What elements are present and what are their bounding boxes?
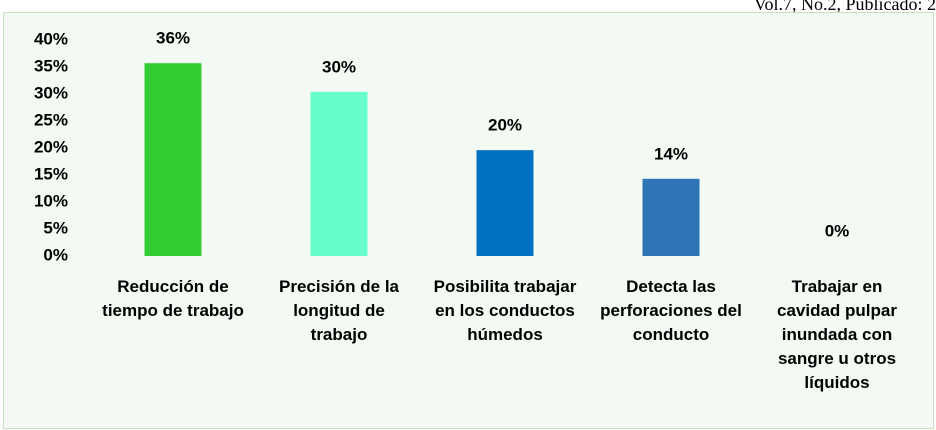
- y-tick-label: 5%: [43, 218, 68, 237]
- bar: [476, 150, 534, 256]
- value-label: 20%: [488, 116, 522, 135]
- y-tick-label: 25%: [34, 110, 68, 129]
- value-label: 14%: [654, 144, 688, 163]
- bar: [642, 178, 700, 256]
- y-tick-label: 40%: [34, 29, 68, 48]
- x-tick-label: Detecta las perforaciones del conducto: [600, 277, 742, 344]
- bar: [144, 63, 202, 256]
- y-tick-label: 20%: [34, 137, 68, 156]
- header-text: Vol.7, No.2, Publicado: 2: [753, 0, 936, 14]
- y-tick-label: 0%: [43, 245, 68, 264]
- y-tick-label: 15%: [34, 164, 68, 183]
- y-tick-label: 35%: [34, 56, 68, 75]
- value-label: 36%: [156, 29, 190, 48]
- bar: [310, 91, 368, 256]
- y-tick-label: 10%: [34, 191, 68, 210]
- y-tick-label: 30%: [34, 83, 68, 102]
- x-tick-label: Reducción de tiempo de trabajo: [102, 277, 244, 320]
- x-tick-label: Posibilita trabajar en los conductos húm…: [433, 277, 577, 344]
- value-label: 30%: [322, 57, 356, 76]
- x-tick-label: Trabajar en cavidad pulpar inundada con …: [777, 277, 897, 392]
- value-label: 0%: [825, 221, 850, 240]
- x-tick-label: Precisión de la longitud de trabajo: [279, 277, 399, 344]
